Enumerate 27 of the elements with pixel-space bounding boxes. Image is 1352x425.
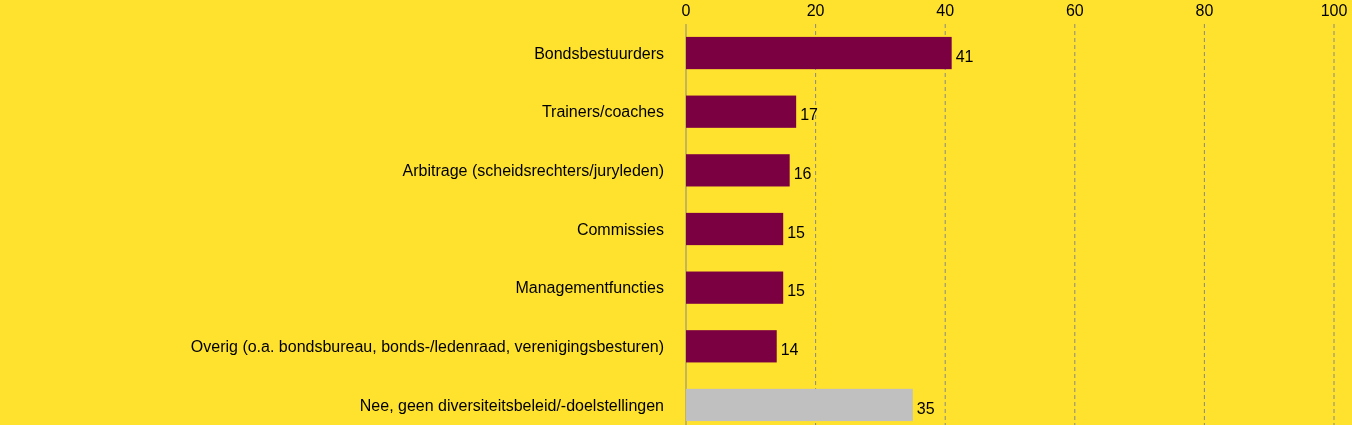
bar <box>686 36 952 70</box>
y-tick-label: Overig (o.a. bondsbureau, bonds-/ledenraad, verenigingsbesturen) <box>190 337 664 355</box>
data-label: 41 <box>955 47 974 65</box>
x-tick-label: 80 <box>1195 2 1214 19</box>
y-tick-label: Bondsbestuurders <box>534 44 664 62</box>
x-tick-label: 0 <box>681 2 691 19</box>
bar <box>686 95 797 128</box>
y-tick-label: Trainers/coaches <box>541 103 664 121</box>
y-tick-label: Arbitrage (scheidsrechters/juryleden) <box>402 161 664 179</box>
x-tick-label: 20 <box>806 2 825 19</box>
y-tick-label: Commissies <box>576 220 664 238</box>
x-tick-label: 100 <box>1320 2 1348 19</box>
bar <box>686 330 777 363</box>
y-tick-label: Nee, geen diversiteitsbeleid/-doelstellingen <box>359 396 664 414</box>
bar <box>686 271 784 304</box>
bar <box>686 388 913 422</box>
bar <box>686 212 784 246</box>
data-label: 15 <box>787 282 806 300</box>
x-tick-label: 60 <box>1065 2 1084 19</box>
y-tick-label: Managementfuncties <box>515 279 664 297</box>
bar <box>686 154 790 187</box>
data-label: 35 <box>916 399 935 417</box>
data-label: 17 <box>800 106 819 124</box>
x-tick-label: 40 <box>936 2 955 19</box>
data-label: 16 <box>793 164 812 182</box>
data-label: 15 <box>787 223 806 241</box>
data-label: 14 <box>780 340 799 358</box>
